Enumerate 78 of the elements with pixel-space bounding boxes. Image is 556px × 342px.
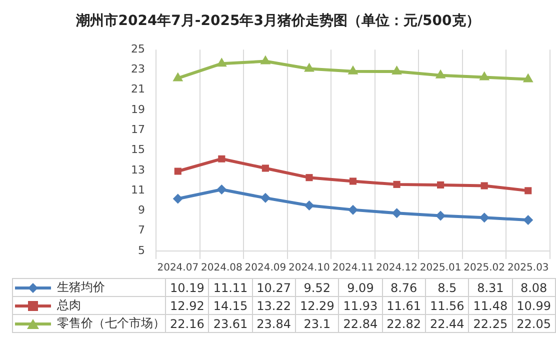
y-tick-label: 23: [130, 62, 145, 76]
data-label: 10.19: [166, 278, 209, 296]
y-tick-label: 17: [130, 123, 145, 136]
point: [480, 182, 488, 190]
x-tick-label: 2025.01: [420, 262, 462, 274]
data-label: 9.52: [295, 278, 339, 296]
point: [393, 180, 400, 188]
point: [348, 204, 358, 215]
data-label: 13.22: [252, 296, 296, 314]
point: [216, 58, 227, 67]
data-label: 8.76: [382, 278, 426, 296]
x-tick-label: 2024.08: [200, 262, 242, 274]
point: [218, 155, 226, 162]
data-label: 22.25: [468, 314, 512, 332]
data-label: 14.15: [208, 296, 252, 314]
x-tick-label: 2024.07: [157, 262, 199, 274]
point: [174, 168, 182, 175]
x-tick-label: 2024.12: [376, 262, 418, 274]
point: [479, 212, 490, 223]
x-tick-label: 2024.11: [332, 262, 374, 274]
data-label: 11.56: [425, 296, 469, 314]
point: [436, 210, 446, 221]
point: [524, 187, 532, 194]
data-label: 12.92: [166, 296, 209, 314]
point: [260, 192, 270, 203]
y-tick-label: 15: [130, 143, 145, 156]
data-label: 9.09: [338, 278, 382, 296]
x-tick-label: 2024.09: [244, 262, 286, 274]
data-label: 12.29: [295, 296, 339, 314]
y-tick-label: 21: [130, 82, 145, 96]
point: [437, 181, 444, 188]
y-tick-label: 25: [130, 42, 145, 56]
data-label: 8.5: [425, 278, 469, 296]
point: [479, 71, 490, 80]
legend-label: 总肉: [57, 298, 81, 312]
data-label: 22.82: [382, 314, 426, 332]
data-label: 10.99: [512, 296, 556, 314]
chart-title: 潮州市2024年7月-2025年3月猪价走势图（单位：元/500克）: [75, 12, 481, 30]
point: [392, 66, 402, 75]
y-tick-label: 9: [138, 204, 145, 217]
data-label: 23.84: [252, 314, 296, 332]
point: [348, 65, 358, 74]
y-tick-label: 11: [130, 183, 145, 196]
point: [304, 62, 314, 72]
data-label: 11.11: [208, 278, 252, 296]
data-label: 10.27: [252, 278, 296, 296]
y-tick-label: 7: [138, 224, 145, 237]
x-tick-label: 2025.02: [464, 262, 506, 274]
point: [262, 164, 269, 172]
y-tick-label: 19: [130, 102, 145, 116]
point: [522, 73, 534, 82]
data-label: 23.61: [208, 314, 252, 332]
data-label: 8.08: [512, 278, 556, 296]
point: [349, 178, 357, 185]
point: [260, 55, 271, 64]
data-label: 23.1: [295, 314, 339, 332]
data-label: 11.61: [382, 296, 426, 314]
y-tick-label: 13: [130, 163, 145, 176]
data-label: 22.05: [512, 314, 556, 332]
point: [172, 194, 183, 204]
legend-label: 零售价（七个市场）: [57, 316, 165, 330]
point: [523, 214, 534, 225]
point: [172, 72, 184, 82]
data-label: 22.16: [166, 314, 209, 332]
data-label: 22.44: [425, 314, 469, 332]
x-tick-label: 2025.03: [507, 262, 549, 274]
x-tick-label: 2024.10: [288, 262, 330, 274]
point: [435, 69, 446, 78]
point: [216, 184, 227, 194]
point: [392, 208, 402, 218]
data-label: 11.48: [468, 296, 512, 314]
data-label: 8.31: [468, 278, 512, 296]
data-label: 22.84: [338, 314, 382, 332]
point: [306, 174, 313, 182]
y-tick-label: 5: [138, 244, 145, 257]
point: [304, 200, 314, 210]
legend-label: 生猪均价: [57, 280, 105, 294]
data-label: 11.93: [338, 296, 382, 314]
